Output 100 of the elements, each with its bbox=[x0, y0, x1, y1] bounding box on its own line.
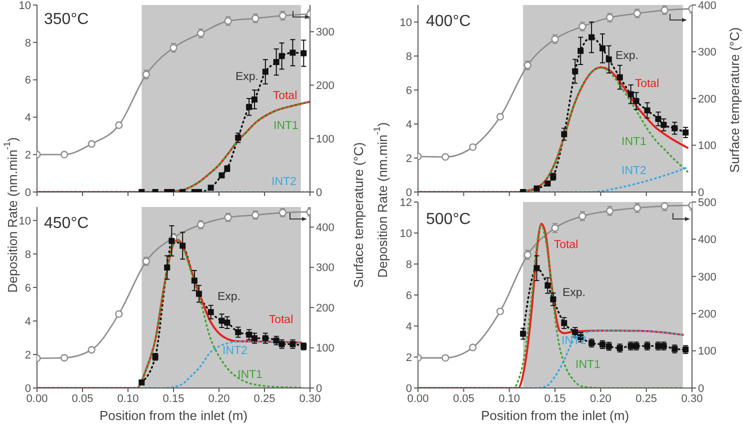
y2-tick-label: 0 bbox=[698, 382, 704, 395]
line-series bbox=[418, 330, 684, 388]
point bbox=[88, 346, 96, 354]
point bbox=[290, 50, 296, 56]
y-tick-label: 10 bbox=[18, 215, 31, 228]
y-tick-label: 0 bbox=[406, 382, 412, 395]
x-tick-label: 0.30 bbox=[681, 392, 703, 405]
y2-tick-label: 300 bbox=[316, 262, 334, 274]
point bbox=[251, 335, 258, 342]
y2-tick-label: 200 bbox=[316, 80, 334, 92]
y-tick-label: 10 bbox=[400, 228, 412, 240]
series-label: Exp. bbox=[615, 50, 639, 62]
text: 450°C bbox=[44, 215, 89, 232]
point bbox=[660, 122, 667, 128]
point bbox=[496, 112, 504, 121]
y2-tick-label: 300 bbox=[316, 26, 334, 39]
point bbox=[633, 98, 640, 104]
y-tick-label: 2 bbox=[406, 152, 412, 165]
point bbox=[273, 338, 280, 344]
point bbox=[682, 130, 689, 136]
y-tick-label: 10 bbox=[18, 0, 31, 12]
point bbox=[208, 309, 214, 316]
point bbox=[60, 150, 68, 158]
point bbox=[115, 121, 123, 130]
series-label: INT2 bbox=[222, 345, 248, 357]
series-label: INT1 bbox=[576, 359, 600, 371]
point bbox=[616, 74, 623, 80]
series-label: INT2 bbox=[562, 335, 586, 347]
point bbox=[115, 310, 123, 318]
point bbox=[578, 48, 584, 54]
point bbox=[218, 318, 225, 324]
point bbox=[196, 290, 202, 297]
y-tick-label: 8 bbox=[24, 248, 31, 261]
series-label: INT1 bbox=[274, 120, 298, 132]
series-label: Exp. bbox=[235, 71, 259, 83]
y-tick-label: 6 bbox=[24, 282, 31, 294]
point bbox=[180, 242, 186, 249]
x-tick-label: 0.10 bbox=[117, 392, 139, 405]
point bbox=[235, 329, 242, 336]
text: 400°C bbox=[426, 13, 471, 30]
point bbox=[628, 91, 634, 98]
point bbox=[88, 140, 96, 148]
point bbox=[235, 134, 242, 141]
x-axis-title: Position from the inlet (m) bbox=[99, 408, 248, 423]
y2-tick-label: 400 bbox=[698, 234, 716, 246]
point bbox=[300, 50, 307, 56]
y2-tick-label: 200 bbox=[698, 308, 716, 321]
point bbox=[278, 53, 285, 60]
point bbox=[262, 335, 268, 342]
point bbox=[251, 96, 258, 102]
x-tick-label: 0.25 bbox=[254, 392, 276, 405]
line-series bbox=[418, 166, 688, 192]
y-tick-label: 0 bbox=[406, 186, 412, 199]
x-tick-label: 0.30 bbox=[299, 392, 321, 405]
y-tick-label: 4 bbox=[24, 316, 31, 328]
x-tick-label: 0.20 bbox=[208, 392, 230, 405]
point bbox=[164, 264, 170, 270]
series-label: INT2 bbox=[272, 176, 296, 188]
point bbox=[469, 143, 477, 151]
x-tick-label: 0.05 bbox=[452, 392, 474, 405]
y2-tick-label: 300 bbox=[698, 271, 716, 284]
y-tick-label: 12 bbox=[400, 196, 412, 209]
y2-tick-label: 200 bbox=[698, 93, 716, 106]
point bbox=[544, 180, 551, 186]
point bbox=[60, 354, 68, 362]
y2-tick-label: 0 bbox=[698, 186, 704, 199]
y2-tick-label: 400 bbox=[316, 222, 334, 234]
point bbox=[550, 296, 556, 302]
point bbox=[218, 172, 225, 178]
y2-axis-title: Surface temperature (°C) bbox=[726, 27, 742, 173]
point bbox=[469, 344, 477, 352]
y-tick-label: 8 bbox=[406, 50, 412, 63]
y-tick-label: 10 bbox=[400, 16, 412, 29]
point bbox=[588, 34, 595, 40]
point bbox=[655, 116, 662, 122]
x-tick-label: 0.00 bbox=[407, 392, 429, 405]
point bbox=[138, 379, 145, 386]
point bbox=[561, 320, 568, 326]
point bbox=[262, 68, 268, 75]
y2-tick-label: 400 bbox=[698, 0, 716, 12]
series-label: Total bbox=[272, 90, 298, 102]
point bbox=[534, 265, 540, 272]
point bbox=[572, 329, 578, 336]
x-tick-label: 0.05 bbox=[72, 392, 94, 405]
point bbox=[644, 107, 650, 114]
y-tick-label: 2 bbox=[24, 150, 31, 162]
y-tick-label: 2 bbox=[406, 352, 412, 364]
x-axis-title: Position from the inlet (m) bbox=[480, 408, 630, 423]
point bbox=[599, 45, 606, 52]
point bbox=[544, 282, 551, 289]
y2-tick-label: 300 bbox=[698, 46, 716, 59]
y-tick-label: 6 bbox=[406, 290, 412, 302]
y-tick-label: 0 bbox=[24, 186, 31, 199]
point bbox=[606, 56, 612, 62]
y2-tick-label: 0 bbox=[316, 382, 322, 395]
series-label: INT1 bbox=[622, 136, 646, 148]
y-tick-label: 4 bbox=[406, 320, 412, 333]
y2-tick-label: 0 bbox=[316, 186, 322, 199]
x-tick-label: 0.10 bbox=[498, 392, 520, 405]
y2-tick-label: 500 bbox=[698, 196, 716, 209]
